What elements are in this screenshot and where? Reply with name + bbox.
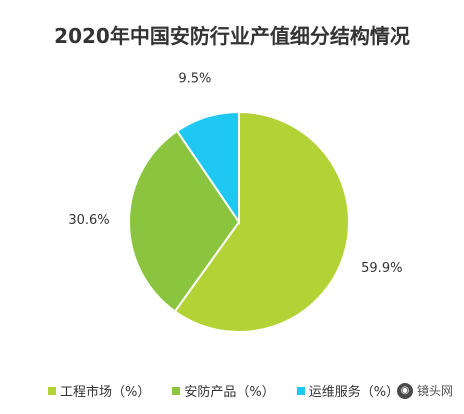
legend-label-engineering: 工程市场（%） — [60, 385, 151, 400]
slice-label-engineering: 59.9% — [361, 261, 402, 276]
pie-slice-services — [175, 110, 240, 226]
watermark-text: 镜头网 — [416, 384, 453, 398]
legend-label-products: 安防产品（%） — [184, 385, 275, 400]
legend-item-services: 运维服务（%） — [296, 381, 400, 400]
camera-lens-icon: ◉ — [396, 382, 413, 399]
legend-label-services: 运维服务（%） — [308, 385, 400, 400]
slice-label-services: 9.5% — [178, 72, 211, 87]
legend-swatch-services — [296, 386, 305, 395]
legend-item-products: 安防产品（%） — [172, 381, 275, 400]
pie-slice-engineering — [173, 110, 350, 333]
chart-legend: 工程市场（%） 安防产品（%） 运维服务（%） — [48, 381, 399, 400]
watermark: ◉ 镜头网 — [393, 381, 456, 400]
chart-title: 2020年中国安防行业产值细分结构情况 — [54, 24, 410, 48]
legend-swatch-engineering — [48, 386, 56, 395]
pie-slice-products — [128, 129, 241, 313]
legend-item-engineering: 工程市场（%） — [48, 381, 150, 400]
legend-swatch-products — [172, 386, 181, 395]
slice-label-products: 30.6% — [68, 213, 109, 228]
